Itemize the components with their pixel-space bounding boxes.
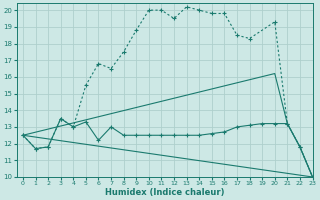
X-axis label: Humidex (Indice chaleur): Humidex (Indice chaleur) [105, 188, 224, 197]
